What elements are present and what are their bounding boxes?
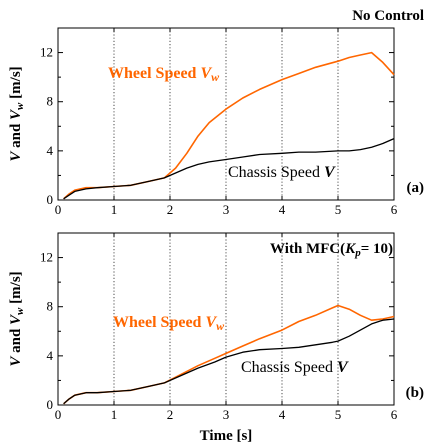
- y-tick-label-a-12: 12: [40, 45, 53, 60]
- x-tick-label-a-6: 6: [391, 202, 398, 217]
- x-tick-label-b-5: 5: [335, 407, 342, 422]
- ylabel-unit-a: [m/s]: [8, 66, 24, 102]
- wheel-label-sub-a: w: [211, 70, 220, 84]
- series-label-chassis-a: Chassis Speed V: [228, 164, 336, 181]
- ylabel-and-b: and: [8, 325, 24, 357]
- ylabel-symbol2-b: V: [8, 313, 24, 325]
- x-tick-label-a-5: 5: [335, 202, 342, 217]
- wheel-label-sub-b: w: [216, 319, 225, 333]
- wheel-label-text-a: Wheel Speed: [108, 65, 200, 82]
- chassis-label-symbol-b: V: [337, 359, 349, 376]
- ylabel-sub-a: w: [14, 102, 26, 110]
- wheel-label-symbol-b: V: [205, 314, 217, 331]
- x-tick-label-b-2: 2: [167, 407, 174, 422]
- ylabel-sub-b: w: [14, 307, 26, 315]
- y-axis-label-b: V and Vw [m/s]: [8, 271, 26, 366]
- x-tick-label-b-4: 4: [279, 407, 286, 422]
- y-tick-label-a-8: 8: [47, 94, 54, 109]
- panel-label-a: (a): [407, 180, 425, 196]
- series-label-wheel-b: Wheel Speed Vw: [113, 314, 225, 333]
- ylabel-symbol-b: V: [8, 355, 24, 367]
- series-label-chassis-b: Chassis Speed V: [241, 359, 349, 376]
- y-tick-label-a-4: 4: [47, 143, 54, 158]
- x-tick-label-a-3: 3: [223, 202, 230, 217]
- y-tick-label-b-12: 12: [40, 250, 53, 265]
- panel-label-b: (b): [406, 385, 424, 401]
- panel-a: No Control (a) V and Vw [m/s] Wheel Spee…: [8, 8, 424, 217]
- chassis-label-symbol-a: V: [324, 164, 336, 181]
- y-tick-label-b-4: 4: [47, 348, 54, 363]
- y-tick-label-b-8: 8: [47, 299, 54, 314]
- x-tick-label-b-3: 3: [223, 407, 230, 422]
- x-tick-label-b-1: 1: [111, 407, 118, 422]
- x-tick-label-a-0: 0: [55, 202, 62, 217]
- x-tick-label-a-4: 4: [279, 202, 286, 217]
- wheel-label-symbol-a: V: [200, 65, 212, 82]
- y-axis-label-a: V and Vw [m/s]: [8, 66, 26, 161]
- chassis-label-text-a: Chassis Speed: [228, 164, 324, 181]
- y-tick-label-b-0: 0: [47, 397, 54, 412]
- panel-b: With MFC(Kp= 10) (b) V and Vw [m/s] Whee…: [8, 232, 424, 444]
- ylabel-symbol-a: V: [8, 150, 24, 162]
- x-axis-label: Time [s]: [200, 428, 253, 444]
- series-line-a-chassis-speed: [63, 138, 395, 200]
- ylabel-unit-b: [m/s]: [8, 271, 24, 307]
- title-before-b: With MFC(: [270, 241, 345, 257]
- title-after-b: = 10): [361, 241, 393, 257]
- chart-title-b: With MFC(Kp= 10): [270, 241, 393, 259]
- title-sub-b: p: [354, 247, 361, 259]
- x-tick-label-b-6: 6: [391, 407, 398, 422]
- chart-title-a: No Control: [352, 8, 424, 24]
- series-label-wheel-a: Wheel Speed Vw: [108, 65, 220, 84]
- ylabel-and-a: and: [8, 120, 24, 152]
- x-tick-label-b-0: 0: [55, 407, 62, 422]
- series-line-b-chassis-speed: [63, 318, 395, 405]
- wheel-label-text-b: Wheel Speed: [113, 314, 205, 331]
- x-tick-label-a-1: 1: [111, 202, 118, 217]
- y-tick-label-a-0: 0: [47, 192, 54, 207]
- chassis-label-text-b: Chassis Speed: [241, 359, 337, 376]
- ylabel-symbol2-a: V: [8, 108, 24, 120]
- title-symbol-b: K: [344, 241, 356, 257]
- x-tick-label-a-2: 2: [167, 202, 174, 217]
